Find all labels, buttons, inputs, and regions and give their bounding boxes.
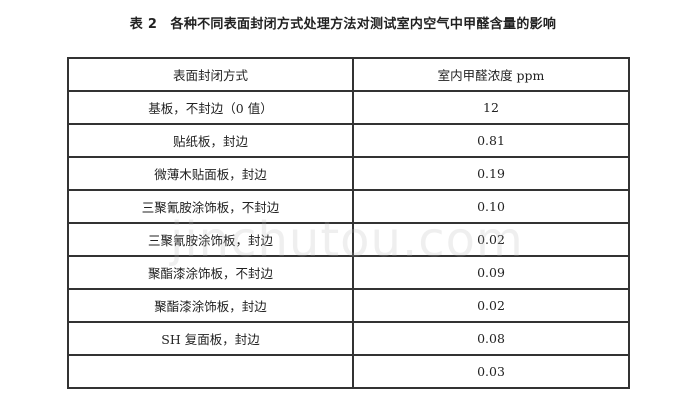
table-row: 三聚氰胺涂饰板，封边 0.02	[67, 222, 630, 257]
cell-concentration: 0.19	[352, 156, 630, 191]
cell-concentration: 0.03	[352, 354, 630, 389]
table-row: SH 复面板，封边 0.08	[67, 321, 630, 356]
cell-method	[67, 354, 354, 389]
cell-concentration: 12	[352, 90, 630, 125]
cell-method: 聚酯漆涂饰板，封边	[67, 288, 354, 323]
table-header-row: 表面封闭方式 室内甲醛浓度 ppm	[67, 57, 630, 92]
header-cell-concentration: 室内甲醛浓度 ppm	[352, 57, 630, 92]
cell-method: 三聚氰胺涂饰板，封边	[67, 222, 354, 257]
table-row: 0.03	[67, 354, 630, 389]
table-row: 贴纸板，封边 0.81	[67, 123, 630, 158]
table-row: 微薄木贴面板，封边 0.19	[67, 156, 630, 191]
cell-method: 基板，不封边（0 值）	[67, 90, 354, 125]
cell-method: SH 复面板，封边	[67, 321, 354, 356]
cell-method: 贴纸板，封边	[67, 123, 354, 158]
cell-concentration: 0.81	[352, 123, 630, 158]
cell-method: 聚酯漆涂饰板，不封边	[67, 255, 354, 290]
table-row: 聚酯漆涂饰板，封边 0.02	[67, 288, 630, 323]
cell-method: 三聚氰胺涂饰板，不封边	[67, 189, 354, 224]
table-title: 表 2 各种不同表面封闭方式处理方法对测试室内空气中甲醛含量的影响	[129, 17, 557, 32]
cell-concentration: 0.08	[352, 321, 630, 356]
table-row: 聚酯漆涂饰板，不封边 0.09	[67, 255, 630, 290]
cell-concentration: 0.10	[352, 189, 630, 224]
formaldehyde-table: 表面封闭方式 室内甲醛浓度 ppm 基板，不封边（0 值） 12 贴纸板，封边 0.…	[67, 57, 630, 389]
cell-concentration: 0.02	[352, 288, 630, 323]
cell-concentration: 0.02	[352, 222, 630, 257]
table-row: 基板，不封边（0 值） 12	[67, 90, 630, 125]
header-cell-method: 表面封闭方式	[67, 57, 354, 92]
cell-method: 微薄木贴面板，封边	[67, 156, 354, 191]
table-row: 三聚氰胺涂饰板，不封边 0.10	[67, 189, 630, 224]
cell-concentration: 0.09	[352, 255, 630, 290]
